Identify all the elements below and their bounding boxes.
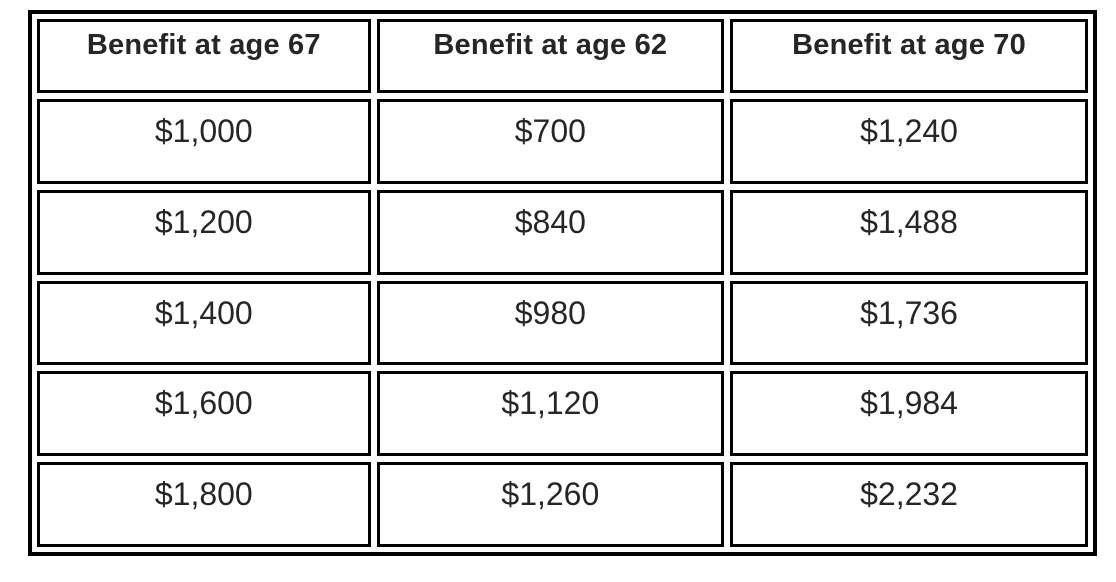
- table-cell-row5-age67: $1,800: [37, 462, 371, 547]
- table-cell-row5-age70: $2,232: [730, 462, 1088, 547]
- table-cell-row1-age70: $1,240: [730, 99, 1088, 184]
- column-header-benefit-age-70: Benefit at age 70: [730, 19, 1088, 93]
- table-cell-row4-age67: $1,600: [37, 371, 371, 457]
- column-header-benefit-age-62: Benefit at age 62: [376, 19, 725, 93]
- table-cell-row3-age70: $1,736: [730, 280, 1088, 366]
- table-cell-row1-age62: $700: [376, 99, 725, 184]
- table-cell-row3-age62: $980: [376, 280, 725, 366]
- table-cell-row2-age70: $1,488: [730, 189, 1088, 275]
- benefits-table: Benefit at age 67 Benefit at age 62 Bene…: [28, 10, 1097, 556]
- column-header-benefit-age-67: Benefit at age 67: [37, 19, 371, 93]
- table-cell-row4-age62: $1,120: [376, 371, 725, 457]
- table-cell-row2-age62: $840: [376, 189, 725, 275]
- table-cell-row3-age67: $1,400: [37, 280, 371, 366]
- table-cell-row1-age67: $1,000: [37, 99, 371, 184]
- table-cell-row5-age62: $1,260: [376, 462, 725, 547]
- table-cell-row4-age70: $1,984: [730, 371, 1088, 457]
- table-cell-row2-age67: $1,200: [37, 189, 371, 275]
